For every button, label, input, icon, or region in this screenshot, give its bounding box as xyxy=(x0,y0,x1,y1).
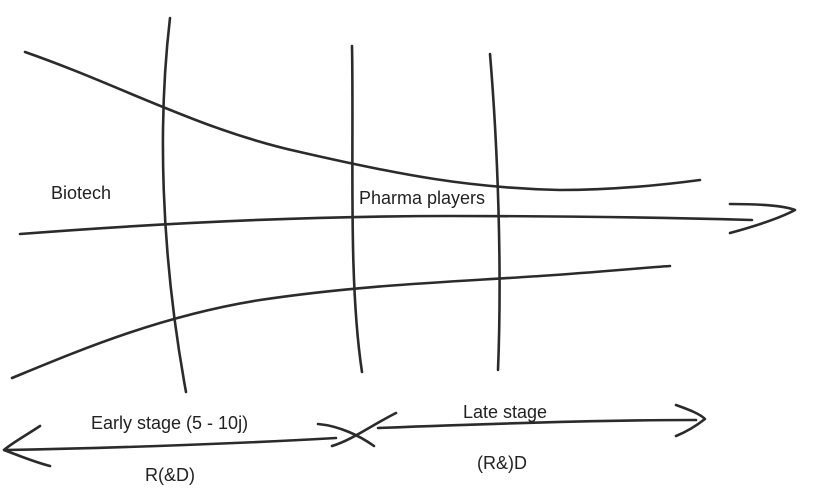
biotech-label: Biotech xyxy=(51,183,112,203)
funnel-middle-arrowhead xyxy=(728,202,797,235)
late-rd-label: (R&)D xyxy=(477,453,527,473)
funnel-middle-arrow-shaft xyxy=(18,214,754,236)
funnel-bottom-curve xyxy=(10,264,672,380)
early-rd-label: R(&D) xyxy=(145,465,195,485)
stage-divider-right xyxy=(488,52,501,372)
stage-divider-left xyxy=(161,16,188,394)
pharma-players-label: Pharma players xyxy=(359,188,486,208)
early-stage-arrowhead xyxy=(2,424,52,468)
late-stage-arrow-shaft xyxy=(376,418,698,430)
early-stage-arrow-shaft xyxy=(4,436,338,452)
late-stage-arrowhead xyxy=(674,403,707,438)
late-stage-label: Late stage xyxy=(463,402,548,422)
stage-divider-middle xyxy=(350,44,364,374)
early-stage-label: Early stage (5 - 10j) xyxy=(91,413,249,433)
stage-crossover-left xyxy=(330,411,398,448)
stage-crossover-right xyxy=(316,422,376,448)
funnel-top-curve xyxy=(23,50,702,192)
